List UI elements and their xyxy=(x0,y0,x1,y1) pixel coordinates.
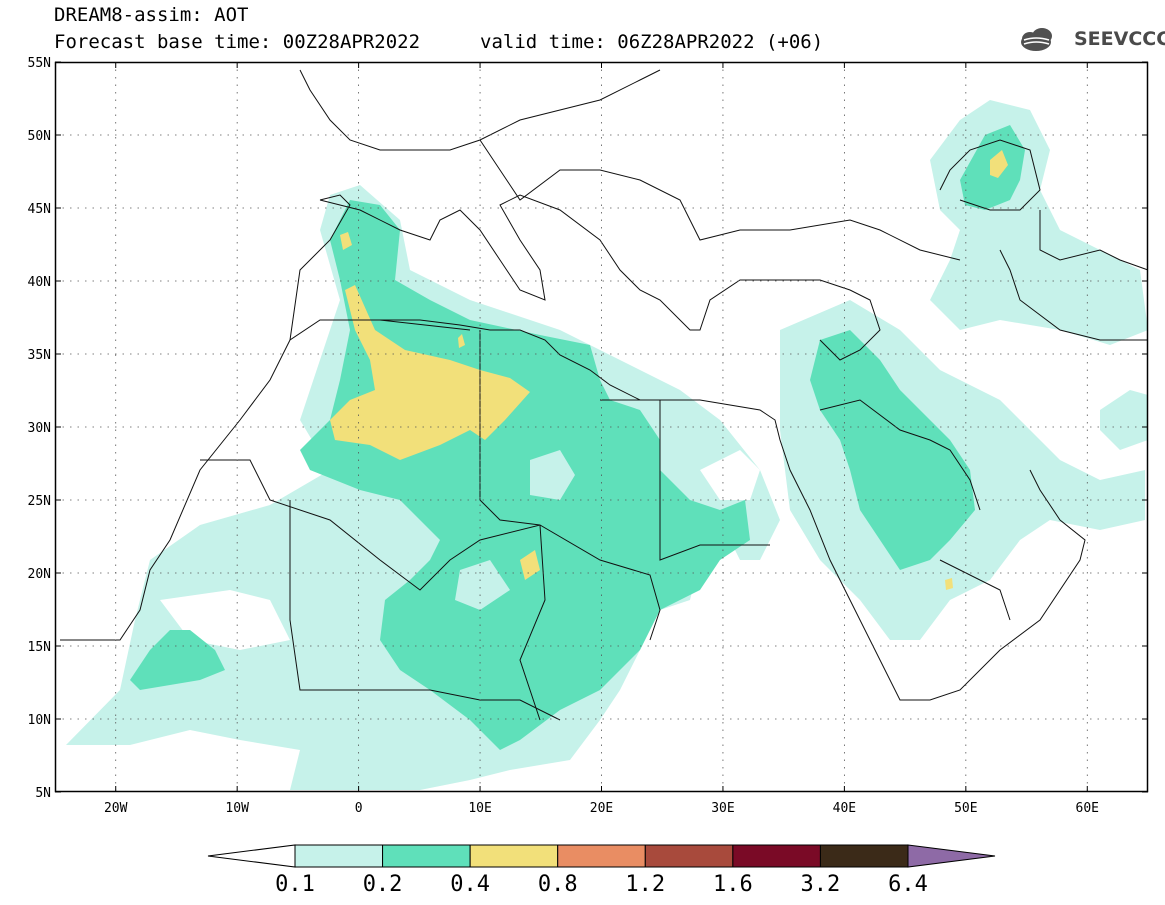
lat-tick-label: 35N xyxy=(28,348,51,363)
lon-tick-label: 40E xyxy=(833,801,856,816)
colorbar-level-label: 0.4 xyxy=(450,872,490,897)
colorbar-level-label: 0.1 xyxy=(275,872,315,897)
valid-time-label: valid time: 06Z28APR2022 (+06) xyxy=(480,31,824,53)
logo-text: SEEVCCC xyxy=(1074,28,1165,50)
lat-tick-label: 15N xyxy=(28,640,51,655)
lat-tick-label: 30N xyxy=(28,421,51,436)
colorbar-swatch xyxy=(294,844,384,868)
lon-tick-label: 30E xyxy=(711,801,734,816)
lat-tick-label: 20N xyxy=(28,567,51,582)
colorbar-swatch xyxy=(819,844,909,868)
colorbar-level-label: 3.2 xyxy=(801,872,841,897)
colorbar-swatch xyxy=(382,844,471,868)
colorbar-swatch xyxy=(644,844,734,868)
colorbar-swatch xyxy=(557,844,646,868)
lat-tick-label: 25N xyxy=(28,494,51,509)
lat-tick-label: 45N xyxy=(28,202,51,217)
colorbar-level-label: 1.2 xyxy=(625,872,665,897)
lon-tick-label: 10E xyxy=(468,801,491,816)
longitude-labels: 20W 10W 0 10E 20E 30E 40E 50E 60E xyxy=(104,801,1099,816)
base-time-text: Forecast base time: 00Z28APR2022 xyxy=(54,31,421,53)
lon-tick-label: 10W xyxy=(225,801,249,816)
product-title: DREAM8-assim: AOT xyxy=(54,4,249,26)
lon-tick-label: 20E xyxy=(590,801,613,816)
lon-tick-label: 60E xyxy=(1076,801,1099,816)
lon-tick-label: 50E xyxy=(954,801,977,816)
colorbar xyxy=(207,844,996,868)
colorbar-level-label: 0.2 xyxy=(363,872,403,897)
lat-tick-label: 40N xyxy=(28,275,51,290)
colorbar-level-label: 0.8 xyxy=(538,872,578,897)
aot-0.1-0.2-pockets xyxy=(455,450,575,610)
coastlines-and-borders xyxy=(60,69,1148,721)
colorbar-swatch xyxy=(732,844,821,868)
colorbar-level-label: 6.4 xyxy=(888,872,928,897)
lon-tick-label: 0 xyxy=(355,801,363,816)
graticule xyxy=(55,62,1148,792)
base-time-label: Forecast base time: 00Z28APR2022 valid ti… xyxy=(54,31,823,53)
lat-tick-label: 55N xyxy=(28,56,51,71)
colorbar-high-arrow xyxy=(907,844,996,868)
colorbar-swatch xyxy=(469,844,559,868)
colorbar-low-arrow xyxy=(207,844,296,868)
axis-ticks xyxy=(55,61,1148,793)
cloud-icon xyxy=(1021,28,1052,51)
lat-tick-label: 10N xyxy=(28,713,51,728)
lon-tick-label: 20W xyxy=(104,801,128,816)
colorbar-level-label: 1.6 xyxy=(713,872,753,897)
lat-tick-label: 50N xyxy=(28,129,51,144)
latitude-labels: 5N 10N 15N 20N 25N 30N 35N 40N 45N 50N 55N xyxy=(28,56,51,801)
colorbar-labels: 0.1 0.2 0.4 0.8 1.2 1.6 3.2 6.4 xyxy=(275,872,928,897)
lat-tick-label: 5N xyxy=(35,786,51,801)
